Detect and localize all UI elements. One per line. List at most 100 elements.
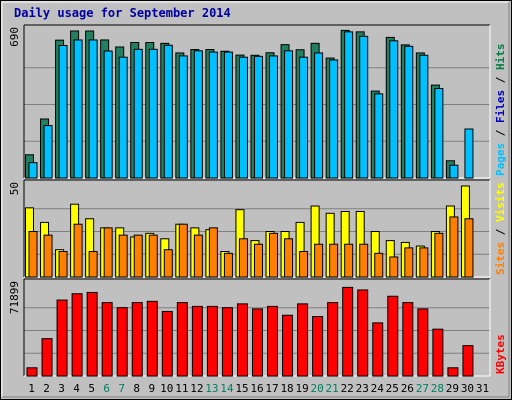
legend-entry-pages: Pages: [494, 143, 507, 176]
bar-files-day-9: [148, 48, 158, 179]
bar-kbytes-day-21: [327, 302, 339, 377]
bar-kbytes-day-29: [447, 367, 459, 377]
bar-sites-day-10: [163, 249, 173, 278]
bar-files-day-25: [389, 40, 399, 179]
bar-sites-day-11: [178, 223, 188, 278]
bar-sites-day-2: [43, 234, 53, 278]
x-tick-label-day-20: 20: [311, 382, 324, 395]
panel-visits: 50 Sites / Visits: [8, 179, 507, 278]
x-tick-label-day-21: 21: [326, 382, 339, 395]
bar-kbytes-day-1: [26, 367, 38, 377]
bar-kbytes-day-27: [417, 308, 429, 377]
bar-files-day-23: [359, 35, 369, 179]
x-tick-label-day-22: 22: [341, 382, 354, 395]
x-tick-label-day-14: 14: [220, 382, 234, 395]
bar-sites-day-7: [118, 234, 128, 278]
x-tick-label-day-16: 16: [250, 382, 263, 395]
bar-kbytes-day-11: [176, 302, 188, 377]
y-axis-max-label: 50: [8, 182, 21, 195]
x-tick-label-day-29: 29: [446, 382, 459, 395]
panel-kbytes: 71899 KBytes: [8, 278, 507, 377]
bar-files-day-12: [193, 50, 203, 179]
legend-entry-kbytes: KBytes: [494, 334, 507, 374]
bar-sites-day-23: [359, 243, 369, 278]
bar-kbytes-day-8: [131, 302, 143, 377]
bar-files-day-19: [299, 56, 309, 179]
x-tick-label-day-31: 31: [476, 382, 489, 395]
x-tick-label-day-28: 28: [431, 382, 444, 395]
bar-kbytes-day-3: [56, 299, 68, 377]
legend-entry-sites: Sites: [494, 242, 507, 275]
x-tick-label-day-11: 11: [175, 382, 188, 395]
x-tick-label-day-8: 8: [133, 382, 140, 395]
bar-sites-day-25: [389, 256, 399, 278]
x-tick-label-day-25: 25: [386, 382, 399, 395]
bar-files-day-21: [329, 59, 339, 179]
bar-sites-day-29: [449, 216, 459, 278]
legend-separator: /: [494, 70, 507, 90]
bar-kbytes-day-20: [312, 316, 324, 377]
bar-sites-day-4: [73, 223, 83, 278]
bar-sites-day-17: [269, 232, 279, 278]
bar-files-day-22: [344, 31, 354, 179]
bar-sites-day-24: [374, 252, 384, 278]
series-pages: [464, 128, 474, 179]
bar-sites-day-3: [58, 251, 68, 278]
bar-kbytes-day-24: [372, 322, 384, 377]
bar-kbytes-day-12: [191, 305, 203, 377]
panel-hits: 690 Pages / Files / Hits: [8, 24, 507, 179]
x-tick-label-day-18: 18: [280, 382, 293, 395]
bar-kbytes-day-14: [221, 307, 233, 377]
legend-hits: Pages / Files / Hits: [494, 44, 507, 177]
bar-files-day-5: [88, 39, 98, 179]
bar-kbytes-day-17: [267, 305, 279, 377]
bar-files-day-27: [419, 54, 429, 179]
series-sites: [28, 216, 474, 278]
bar-kbytes-day-28: [432, 328, 444, 377]
bar-kbytes-day-10: [161, 310, 173, 377]
bar-kbytes-day-13: [206, 305, 218, 377]
bar-files-day-15: [238, 56, 248, 179]
x-tick-label-day-13: 13: [205, 382, 218, 395]
bar-sites-day-20: [314, 243, 324, 278]
x-tick-label-day-19: 19: [295, 382, 308, 395]
bar-files-day-26: [404, 45, 414, 179]
x-tick-label-day-27: 27: [416, 382, 429, 395]
bar-kbytes-day-23: [357, 289, 369, 377]
bar-sites-day-12: [193, 234, 203, 278]
legend-separator: /: [494, 222, 507, 242]
bar-kbytes-day-15: [236, 303, 248, 377]
bar-kbytes-day-6: [101, 302, 113, 377]
bar-files-day-17: [269, 55, 279, 179]
legend-entry-hits: Hits: [494, 44, 507, 71]
bar-files-day-11: [178, 55, 188, 179]
bar-sites-day-18: [284, 238, 294, 278]
bar-kbytes-day-26: [402, 302, 414, 377]
series-kbytes: [26, 286, 474, 377]
x-tick-label-day-17: 17: [265, 382, 278, 395]
bar-sites-day-21: [329, 243, 339, 278]
bar-files-day-14: [223, 51, 233, 179]
bar-sites-day-22: [344, 243, 354, 278]
bar-files-day-20: [314, 52, 324, 179]
x-tick-label-day-23: 23: [356, 382, 369, 395]
legend-separator: /: [494, 123, 507, 143]
bar-sites-day-14: [223, 252, 233, 278]
bar-pages-day-30: [464, 128, 474, 179]
bar-kbytes-day-19: [297, 303, 309, 377]
bar-sites-day-19: [299, 251, 309, 278]
legend-entry-visits: Visits: [494, 182, 507, 222]
bar-kbytes-day-9: [146, 300, 158, 377]
bar-files-day-16: [253, 55, 263, 179]
x-tick-label-day-12: 12: [190, 382, 203, 395]
y-axis-max-label: 71899: [8, 281, 21, 314]
x-tick-label-day-3: 3: [58, 382, 65, 395]
x-tick-label-day-4: 4: [73, 382, 80, 395]
bar-sites-day-15: [238, 238, 248, 278]
bar-kbytes-day-2: [41, 338, 53, 377]
bar-sites-day-13: [208, 227, 218, 278]
series-files: [28, 31, 459, 179]
bar-sites-day-26: [404, 247, 414, 278]
bar-kbytes-day-22: [342, 286, 354, 377]
